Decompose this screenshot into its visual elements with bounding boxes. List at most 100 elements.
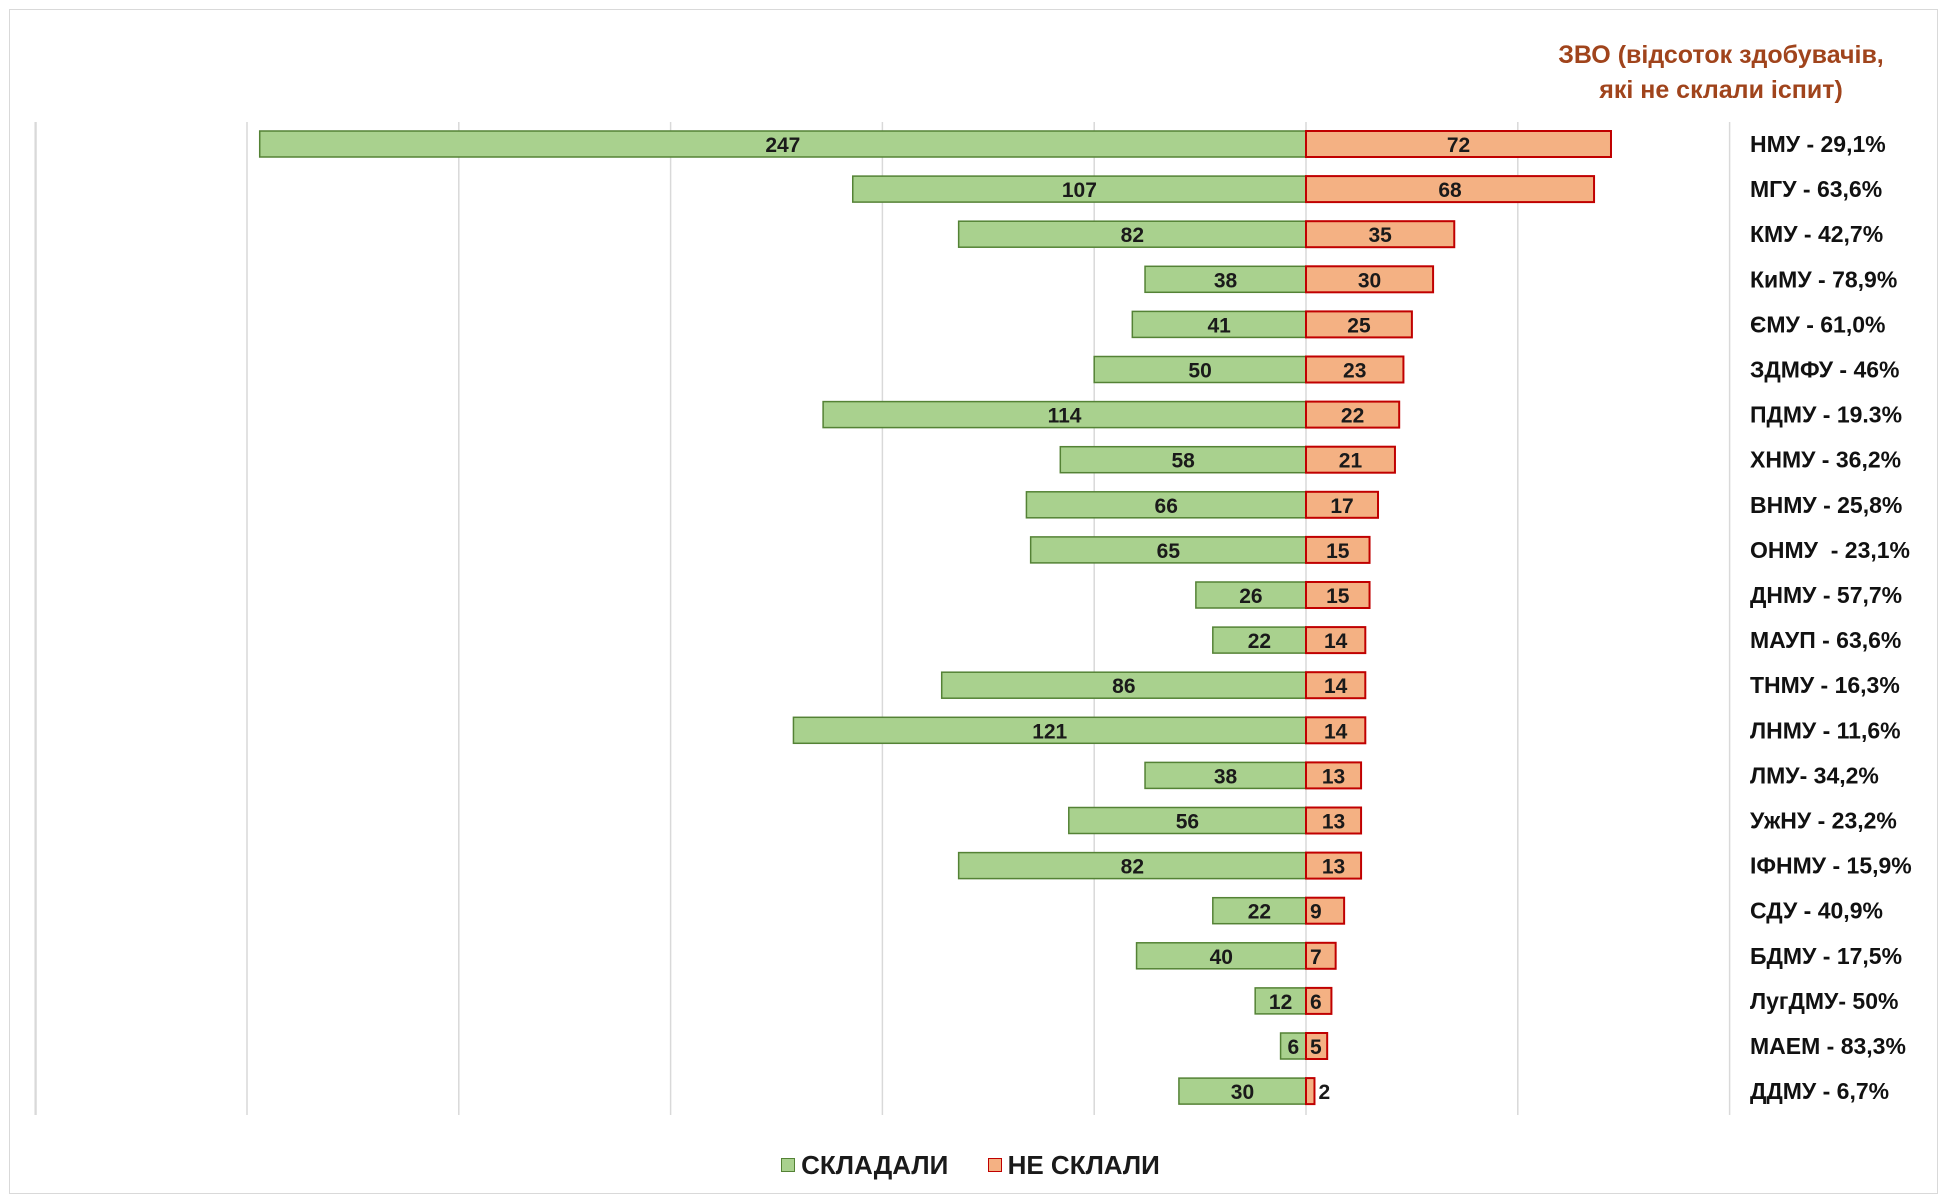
data-label-passed: 38	[1214, 269, 1238, 292]
bar-failed	[1305, 310, 1413, 339]
data-label-passed: 50	[1188, 360, 1211, 383]
data-label-passed: 6	[1287, 1036, 1299, 1059]
category-labels: НМУ - 29,1% МГУ - 63,6% КМУ - 42,7% КиМУ - …	[1750, 131, 1912, 1104]
data-label-passed: 121	[1032, 720, 1067, 743]
bar-failed	[1305, 1032, 1329, 1060]
data-label-failed: 6	[1310, 991, 1322, 1014]
data-label-failed: 2	[1318, 1081, 1330, 1104]
legend-label-passed: СКЛАДАЛИ	[801, 1149, 949, 1180]
category-label: УжНУ - 23,2%	[1750, 808, 1897, 834]
data-label-failed: 14	[1324, 675, 1348, 698]
data-label-passed: 22	[1248, 630, 1271, 653]
data-label-failed: 72	[1447, 134, 1470, 157]
bar-passed	[1195, 581, 1307, 609]
data-label-passed: 86	[1112, 675, 1135, 698]
data-label-passed: 38	[1214, 765, 1238, 788]
bar-failed	[1305, 355, 1405, 384]
data-label-passed: 12	[1269, 991, 1292, 1014]
data-label-failed: 22	[1341, 405, 1364, 428]
category-label: МГУ - 63,6%	[1750, 176, 1882, 202]
bar-passed	[1212, 626, 1307, 654]
category-label: НМУ - 29,1%	[1750, 131, 1886, 157]
category-label: КиМУ - 78,9%	[1750, 266, 1897, 292]
chart-title: ЗВО (відсоток здобувачів, які не склали …	[1511, 38, 1931, 108]
category-label: КМУ - 42,7%	[1750, 221, 1883, 247]
bar-passed	[957, 220, 1307, 248]
category-label: ІФНМУ - 15,9%	[1750, 853, 1912, 879]
data-label-failed: 7	[1310, 946, 1322, 969]
bar-failed	[1305, 265, 1435, 294]
data-label-failed: 5	[1310, 1036, 1322, 1059]
bar-passed	[1059, 445, 1307, 474]
data-label-passed: 26	[1239, 585, 1262, 608]
chart-frame	[9, 9, 1938, 1194]
category-label: БДМУ - 17,5%	[1750, 943, 1902, 969]
category-label: ЗДМФУ - 46%	[1750, 357, 1900, 383]
bar-passed	[1068, 806, 1307, 835]
category-label: СДУ - 40,9%	[1750, 898, 1883, 924]
bar-failed	[1305, 716, 1367, 745]
bar-failed	[1305, 896, 1346, 925]
category-label: ВНМУ - 25,8%	[1750, 492, 1902, 518]
category-label: ЛНМУ - 11,6%	[1750, 717, 1901, 743]
legend-swatch-passed	[781, 1158, 796, 1172]
category-label: ОНМУ - 23,1%	[1750, 537, 1910, 563]
data-label-passed: 107	[1062, 179, 1097, 202]
bar-failed	[1305, 671, 1367, 700]
chart-title-line1: ЗВО (відсоток здобувачів,	[1558, 41, 1884, 69]
data-label-failed: 14	[1324, 630, 1348, 653]
data-label-passed: 114	[1048, 405, 1082, 428]
data-label-failed: 17	[1330, 495, 1353, 518]
legend: СКЛАДАЛИ НЕ СКЛАЛИ	[0, 1148, 1941, 1181]
data-label-failed: 30	[1358, 269, 1381, 292]
data-label-passed: 30	[1231, 1081, 1254, 1104]
data-label-failed: 15	[1326, 585, 1350, 608]
bar-passed	[851, 175, 1307, 203]
category-label: ПДМУ - 19.3%	[1750, 402, 1902, 428]
bar-passed	[957, 851, 1307, 880]
bar-failed	[1305, 851, 1363, 880]
bar-failed	[1305, 535, 1371, 564]
category-label: ДДМУ - 6,7%	[1750, 1078, 1889, 1104]
bar-passed	[1144, 761, 1307, 790]
category-label: ЛМУ- 34,2%	[1750, 762, 1879, 788]
category-label: ХНМУ - 36,2%	[1750, 447, 1901, 473]
bar-failed	[1305, 445, 1396, 474]
bar-failed	[1305, 626, 1367, 655]
data-label-failed: 14	[1324, 720, 1348, 743]
data-label-failed: 21	[1339, 450, 1363, 473]
bar-passed	[1254, 987, 1307, 1015]
bar-failed	[1305, 806, 1363, 835]
data-label-passed: 41	[1207, 314, 1231, 337]
data-label-failed: 13	[1322, 856, 1345, 879]
bar-failed	[1305, 1077, 1316, 1106]
bar-failed	[1305, 400, 1401, 429]
bar-passed	[1029, 536, 1307, 564]
data-label-passed: 82	[1121, 856, 1144, 879]
legend-swatch-failed	[987, 1158, 1002, 1172]
bars	[258, 130, 1612, 1106]
data-label-passed: 65	[1157, 540, 1181, 563]
gridlines	[34, 122, 1731, 1115]
bar-passed	[940, 671, 1307, 699]
bar-passed	[792, 716, 1307, 745]
bar-failed	[1305, 986, 1333, 1015]
category-label: МАУП - 63,6%	[1750, 627, 1901, 653]
bar-failed	[1305, 761, 1363, 790]
data-label-failed: 25	[1347, 314, 1371, 337]
legend-label-failed: НЕ СКЛАЛИ	[1007, 1149, 1160, 1180]
bar-passed	[258, 130, 1307, 158]
bar-failed	[1305, 220, 1456, 249]
data-label-failed: 23	[1343, 360, 1366, 383]
data-label-failed: 15	[1326, 540, 1350, 563]
category-label: ЛугДМУ- 50%	[1750, 988, 1898, 1014]
data-label-passed: 66	[1155, 495, 1178, 518]
data-label-failed: 13	[1322, 811, 1345, 834]
bar-failed	[1305, 941, 1337, 970]
data-label-passed: 22	[1248, 901, 1271, 924]
data-label-failed: 9	[1310, 901, 1322, 924]
bar-failed	[1305, 490, 1380, 519]
data-label-failed: 13	[1322, 765, 1345, 788]
